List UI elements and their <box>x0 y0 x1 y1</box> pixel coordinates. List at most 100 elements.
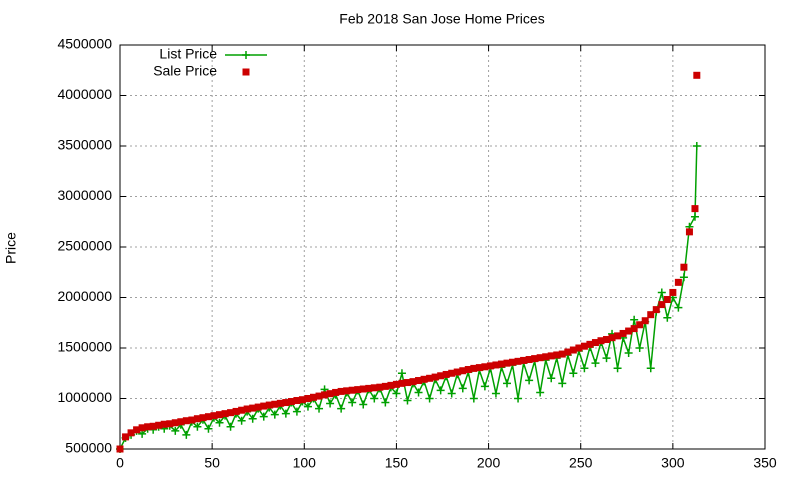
data-point <box>691 205 699 213</box>
data-point <box>177 418 185 426</box>
data-point <box>265 401 273 409</box>
data-point <box>436 386 445 395</box>
data-point <box>619 329 627 337</box>
data-point <box>674 278 682 286</box>
data-point <box>315 392 323 400</box>
y-tick-label: 4000000 <box>57 86 112 102</box>
data-point <box>381 382 389 390</box>
legend-marker <box>242 51 250 59</box>
data-point <box>486 362 494 370</box>
y-tick-label: 2500000 <box>57 238 112 254</box>
data-point <box>359 385 367 393</box>
legend-label: List Price <box>159 46 217 62</box>
data-point <box>602 354 611 363</box>
x-tick-label: 250 <box>569 455 593 471</box>
data-point <box>657 288 666 297</box>
data-point <box>326 399 335 408</box>
data-point <box>392 389 401 398</box>
data-point <box>652 306 660 314</box>
data-point <box>304 395 312 402</box>
data-point <box>326 390 334 398</box>
data-point <box>204 413 212 421</box>
data-point <box>193 422 202 431</box>
data-point <box>608 334 616 342</box>
data-point <box>625 327 633 335</box>
data-point <box>591 339 599 347</box>
data-point <box>282 399 290 407</box>
data-point <box>597 337 605 345</box>
data-point <box>127 429 135 437</box>
data-point <box>182 430 191 439</box>
data-point <box>221 410 229 418</box>
data-point <box>337 387 345 395</box>
plot-border <box>119 44 766 450</box>
data-point <box>503 359 511 367</box>
data-point <box>392 380 400 388</box>
data-point <box>491 389 500 398</box>
data-point <box>558 350 566 358</box>
data-point <box>475 364 483 372</box>
data-point <box>663 313 672 322</box>
data-point <box>685 228 693 236</box>
data-point <box>542 353 550 361</box>
data-point <box>259 412 268 421</box>
data-point <box>692 142 701 150</box>
data-point <box>458 384 467 393</box>
data-point <box>603 336 611 344</box>
data-point <box>580 342 588 350</box>
data-point <box>553 351 561 359</box>
data-point <box>503 379 511 388</box>
data-point <box>287 398 295 406</box>
data-point <box>365 384 373 392</box>
data-point <box>409 378 417 386</box>
data-point <box>414 388 423 397</box>
data-point <box>281 409 290 418</box>
y-tick-label: 4500000 <box>57 36 112 52</box>
chart-title: Feb 2018 San Jose Home Prices <box>339 11 544 27</box>
y-tick-label: 1000000 <box>57 389 112 405</box>
data-point <box>442 370 450 378</box>
data-point <box>199 414 207 422</box>
data-point <box>425 394 434 403</box>
data-point <box>303 402 312 411</box>
data-point <box>248 414 257 423</box>
data-point <box>403 379 411 387</box>
data-point <box>226 422 235 431</box>
data-point <box>514 357 522 365</box>
data-point <box>348 398 357 407</box>
series-line <box>119 145 698 450</box>
data-point <box>646 364 655 373</box>
data-point <box>663 296 671 304</box>
data-point <box>569 346 577 354</box>
data-point <box>354 386 362 394</box>
data-point <box>525 356 533 364</box>
data-point <box>690 212 699 221</box>
data-point <box>155 421 163 429</box>
data-point <box>426 374 434 382</box>
data-point <box>636 321 644 329</box>
data-point <box>536 388 545 397</box>
data-point <box>243 405 251 413</box>
x-tick-label: 300 <box>661 455 685 471</box>
data-point <box>238 406 246 414</box>
data-point <box>215 418 224 427</box>
data-point <box>679 273 688 282</box>
data-point <box>580 364 589 373</box>
data-point <box>464 366 472 374</box>
data-point <box>613 364 622 373</box>
data-point <box>237 416 246 425</box>
data-point <box>293 397 301 405</box>
data-point <box>171 426 180 435</box>
data-point <box>459 367 467 375</box>
data-point <box>575 344 583 352</box>
data-point <box>630 315 639 324</box>
data-point <box>669 288 677 296</box>
data-point <box>415 377 423 385</box>
data-point <box>292 407 301 416</box>
data-point <box>321 391 329 399</box>
data-point <box>332 388 340 396</box>
data-point <box>536 354 544 362</box>
data-point <box>348 386 356 394</box>
y-tick-label: 2000000 <box>57 288 112 304</box>
data-point <box>647 311 655 319</box>
